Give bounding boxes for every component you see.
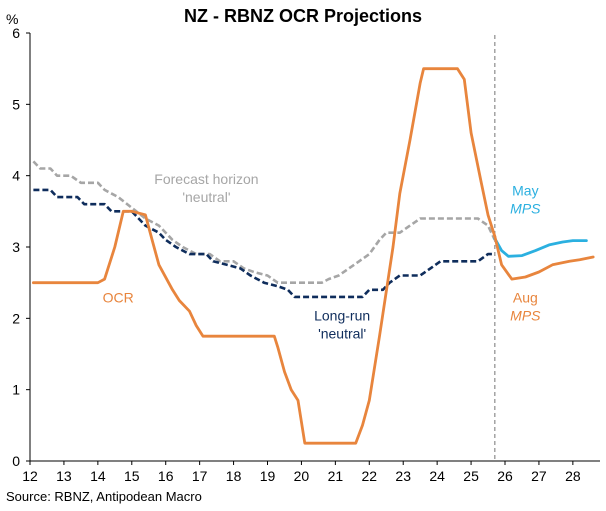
- x-tick-label: 17: [192, 468, 208, 484]
- annotation-forecast-horizon-neutral: Forecast horizon'neutral': [154, 171, 258, 205]
- series-line-may-mps: [493, 237, 588, 258]
- annotation-long-run-neutral: Long-run'neutral': [314, 307, 370, 341]
- x-tick-label: 15: [124, 468, 140, 484]
- y-tick-label: 4: [12, 168, 20, 184]
- y-tick-label: 0: [12, 453, 20, 469]
- x-tick-label: 26: [497, 468, 513, 484]
- x-tick-label: 25: [463, 468, 479, 484]
- x-tick-label: 13: [56, 468, 72, 484]
- annotation-ocr: OCR: [103, 290, 134, 306]
- annotation-may-mps: May MPS: [510, 183, 541, 217]
- series-line-forecast-neutral: [32, 160, 496, 284]
- annotation-aug-mps: Aug MPS: [510, 290, 541, 324]
- x-tick-label: 12: [22, 468, 38, 484]
- x-tick-label: 24: [429, 468, 445, 484]
- source-note: Source: RBNZ, Antipodean Macro: [6, 489, 202, 504]
- x-tick-label: 14: [90, 468, 106, 484]
- x-tick-label: 22: [361, 468, 377, 484]
- series-line-longrun-neutral: [33, 188, 495, 299]
- series-line-ocr: [32, 67, 497, 445]
- x-tick-label: 21: [328, 468, 344, 484]
- x-tick-label: 18: [226, 468, 242, 484]
- y-tick-label: 1: [12, 382, 20, 398]
- x-tick-label: 16: [158, 468, 174, 484]
- series-line-aug-mps: [493, 234, 595, 281]
- x-tick-label: 20: [294, 468, 310, 484]
- y-tick-label: 3: [12, 239, 20, 255]
- x-tick-label: 27: [531, 468, 547, 484]
- y-tick-label: 5: [12, 96, 20, 112]
- y-tick-label: 2: [12, 310, 20, 326]
- y-tick-label: 6: [12, 25, 20, 41]
- y-axis-unit-label: %: [6, 11, 18, 27]
- x-tick-label: 19: [260, 468, 276, 484]
- chart-title: NZ - RBNZ OCR Projections: [183, 6, 422, 26]
- x-tick-label: 28: [565, 468, 581, 484]
- x-tick-label: 23: [395, 468, 411, 484]
